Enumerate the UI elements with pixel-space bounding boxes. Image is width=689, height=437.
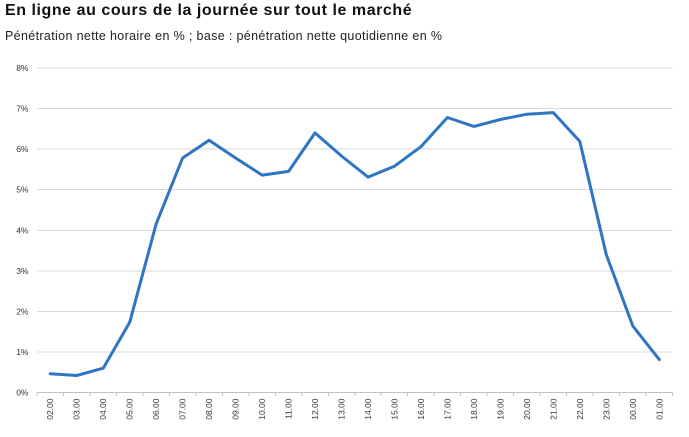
- svg-text:15.00: 15.00: [390, 398, 400, 420]
- svg-text:1%: 1%: [16, 347, 29, 357]
- svg-text:09.00: 09.00: [231, 398, 241, 420]
- svg-text:8%: 8%: [16, 63, 29, 73]
- svg-text:18.00: 18.00: [469, 398, 479, 420]
- svg-text:16.00: 16.00: [416, 398, 426, 420]
- svg-text:3%: 3%: [16, 266, 29, 276]
- svg-text:6%: 6%: [16, 144, 29, 154]
- svg-text:10.00: 10.00: [257, 398, 267, 420]
- svg-text:13.00: 13.00: [337, 398, 347, 420]
- svg-text:00.00: 00.00: [628, 398, 638, 420]
- svg-text:02.00: 02.00: [45, 398, 55, 420]
- svg-text:22.00: 22.00: [575, 398, 585, 420]
- svg-text:7%: 7%: [16, 104, 29, 114]
- svg-text:05.00: 05.00: [125, 398, 135, 420]
- svg-text:07.00: 07.00: [178, 398, 188, 420]
- svg-text:17.00: 17.00: [442, 398, 452, 420]
- svg-text:4%: 4%: [16, 225, 29, 235]
- svg-text:0%: 0%: [16, 388, 29, 398]
- svg-text:03.00: 03.00: [72, 398, 82, 420]
- svg-text:19.00: 19.00: [495, 398, 505, 420]
- svg-text:08.00: 08.00: [204, 398, 214, 420]
- svg-text:14.00: 14.00: [363, 398, 373, 420]
- svg-text:11.00: 11.00: [284, 398, 294, 419]
- svg-text:2%: 2%: [16, 306, 29, 316]
- svg-text:23.00: 23.00: [601, 398, 611, 420]
- svg-text:12.00: 12.00: [310, 398, 320, 420]
- svg-text:06.00: 06.00: [151, 398, 161, 420]
- svg-text:01.00: 01.00: [654, 398, 664, 420]
- svg-text:21.00: 21.00: [548, 398, 558, 420]
- svg-text:5%: 5%: [16, 185, 29, 195]
- svg-text:20.00: 20.00: [522, 398, 532, 420]
- svg-text:04.00: 04.00: [98, 398, 108, 420]
